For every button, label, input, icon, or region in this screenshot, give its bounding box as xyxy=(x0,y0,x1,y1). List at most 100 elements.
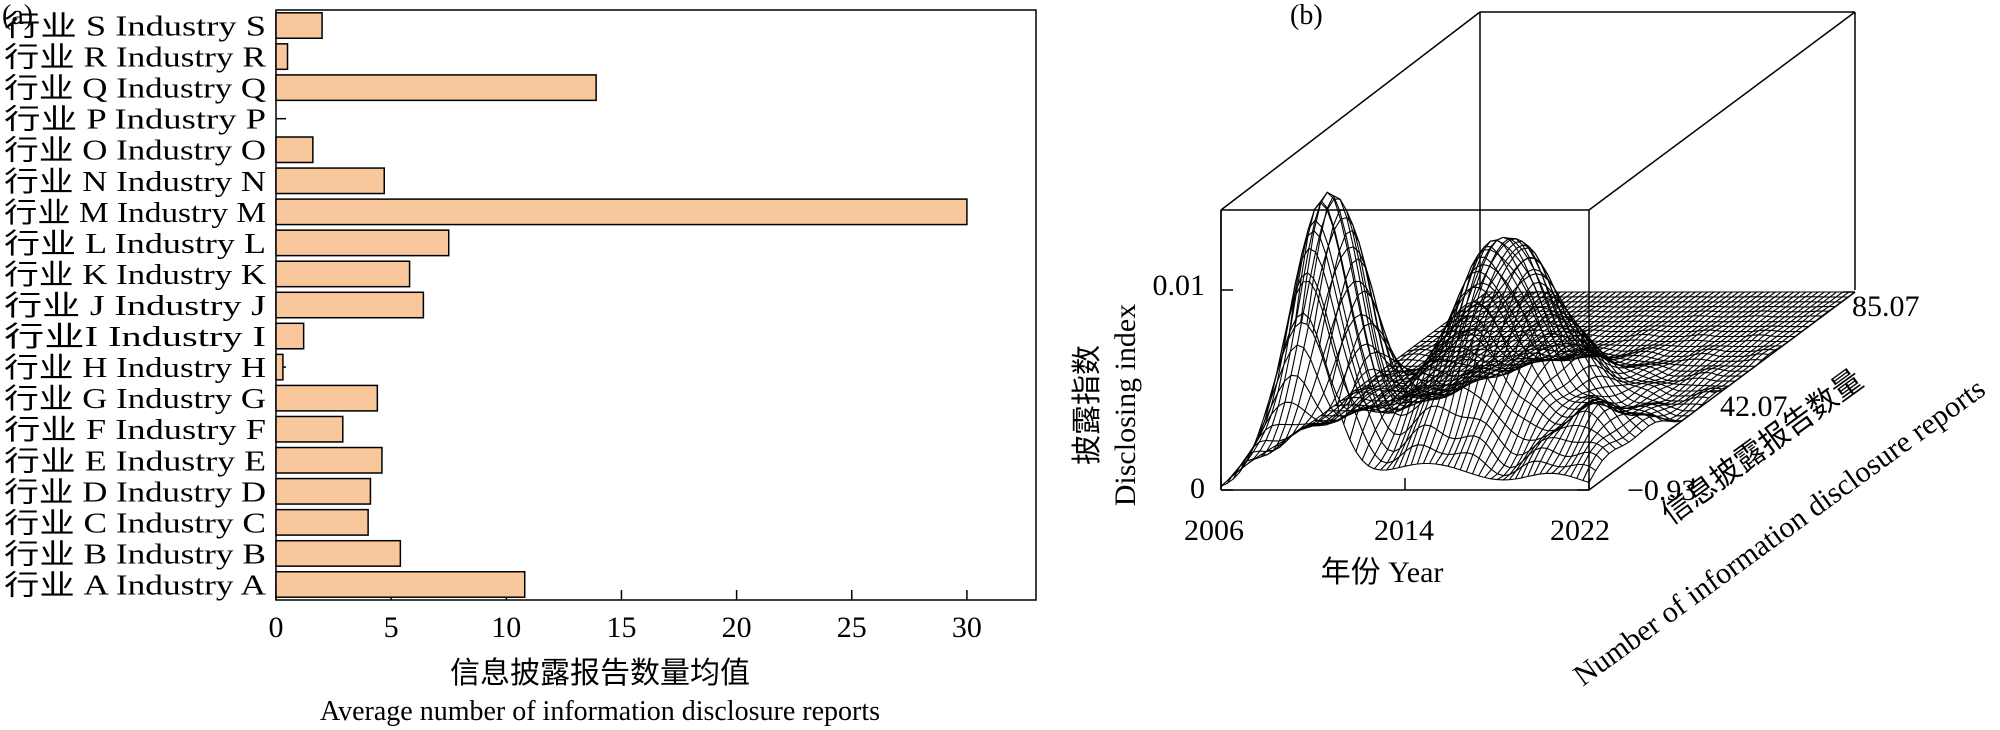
surface-line xyxy=(1564,291,1831,476)
surface-line xyxy=(1294,199,1561,414)
surface-line xyxy=(1373,291,1641,470)
bar-category-label: 行业 P Industry P xyxy=(4,104,266,136)
surface-line xyxy=(1392,286,1660,470)
bar-category-label: 行业 S Industry S xyxy=(4,11,266,43)
surface-line xyxy=(1502,291,1770,481)
bar xyxy=(275,12,323,40)
surface-line xyxy=(1245,291,1512,464)
surface-y-tick-low: −0.93 xyxy=(1627,474,1696,507)
surface-line xyxy=(1435,240,1703,465)
surface-line xyxy=(1318,229,1586,401)
surface-line xyxy=(1306,195,1574,407)
bar xyxy=(275,353,284,381)
bar-series xyxy=(275,12,968,598)
surface-line xyxy=(1349,291,1617,440)
bar-category-label: 行业 A Industry A xyxy=(4,569,267,601)
surface-line xyxy=(1336,291,1604,407)
surface-x-tick-2014: 2014 xyxy=(1374,514,1434,547)
surface-line xyxy=(1441,247,1709,466)
bar-category-label: 行业I Industry I xyxy=(4,321,266,353)
bar-x-tick-label: 10 xyxy=(491,611,521,644)
bar-x-axis-title-cn: 信息披露报告数量均值 xyxy=(450,657,750,690)
surface-y-tick-high: 85.07 xyxy=(1852,290,1920,323)
bar-category-label: 行业 C Industry C xyxy=(4,507,266,539)
surface-line xyxy=(1545,291,1813,474)
surface-line xyxy=(1471,291,1739,475)
surface-line xyxy=(1453,268,1721,469)
bar-category-label: 行业 O Industry O xyxy=(4,135,266,167)
bar xyxy=(275,260,411,288)
surface-line xyxy=(1478,291,1745,477)
bar-category-label: 行业 L Industry L xyxy=(4,228,266,260)
bar xyxy=(275,198,968,226)
surface-line xyxy=(1588,291,1856,483)
surface-line xyxy=(1490,291,1758,480)
bar xyxy=(275,508,369,536)
surface-line xyxy=(1496,291,1764,481)
surface-line xyxy=(1380,291,1647,471)
surface-z-tick-0: 0 xyxy=(1190,472,1205,505)
surface-line xyxy=(1287,219,1555,414)
bar xyxy=(275,477,372,505)
bar-chart: 行业 S Industry S行业 R Industry R行业 Q Indus… xyxy=(4,9,1037,727)
surface-line xyxy=(1533,291,1801,476)
surface-line xyxy=(1398,270,1666,468)
surface-line xyxy=(1410,246,1678,466)
bar-category-label: 行业 M Industry M xyxy=(4,197,266,229)
bar-category-label: 行业 H Industry H xyxy=(4,352,266,384)
bar-category-label: 行业 R Industry R xyxy=(4,42,266,74)
surface-line xyxy=(1557,291,1825,475)
surface-line xyxy=(1570,291,1837,477)
surface-line xyxy=(1447,257,1715,467)
bar-x-tick-label: 30 xyxy=(952,611,982,644)
surface-line xyxy=(1459,281,1727,471)
bar-x-tick-label: 15 xyxy=(606,611,636,644)
surface-line xyxy=(1330,290,1598,396)
bar xyxy=(275,167,385,195)
surface-line xyxy=(1582,291,1850,481)
bar-category-label: 行业 B Industry B xyxy=(4,538,266,570)
panel-b-label: (b) xyxy=(1290,0,1323,31)
bar xyxy=(275,415,344,443)
surface-line xyxy=(1269,291,1537,413)
bar-category-label: 行业 G Industry G xyxy=(4,383,266,415)
bar-category-label: 行业 F Industry F xyxy=(4,414,266,446)
surface-mesh xyxy=(1220,191,1856,487)
surface-line xyxy=(1576,291,1844,479)
surface-line xyxy=(1251,291,1519,452)
bar xyxy=(275,74,597,102)
surface-x-tick-2006: 2006 xyxy=(1184,514,1244,547)
surface-x-tick-2022: 2022 xyxy=(1550,514,1610,547)
surface-line xyxy=(1520,291,1788,479)
bar-category-label: 行业 D Industry D xyxy=(4,476,266,508)
bar xyxy=(275,570,526,598)
surface-chart: 2006 2014 2022 年份 Year 0 0.01 披露指数 Discl… xyxy=(1071,11,1991,693)
surface-x-axis-title: 年份 Year xyxy=(1321,556,1444,589)
surface-line xyxy=(1263,291,1531,418)
surface-line xyxy=(1508,291,1776,481)
surface-z-axis-title-en: Disclosing index xyxy=(1109,304,1142,507)
bar-category-label: 行业 K Industry K xyxy=(4,259,266,291)
surface-line xyxy=(1324,257,1592,399)
surface-line xyxy=(1343,291,1611,425)
surface-line xyxy=(1367,291,1635,467)
bar xyxy=(275,291,425,319)
panel-a-label: (a) xyxy=(2,0,33,31)
surface-line xyxy=(1404,256,1672,467)
surface-line xyxy=(1422,236,1690,464)
surface-z-tick-001: 0.01 xyxy=(1153,269,1206,302)
surface-line xyxy=(1416,239,1684,465)
bar-x-tick-labels: 0 5 10 15 20 25 30 xyxy=(269,611,982,644)
bar-x-tick-label: 25 xyxy=(837,611,867,644)
bar-category-label: 行业 Q Industry Q xyxy=(4,73,266,105)
bar-x-tick-label: 0 xyxy=(269,611,284,644)
bar xyxy=(275,446,383,474)
surface-ticks xyxy=(1220,289,1855,491)
surface-line xyxy=(1514,291,1782,480)
bar xyxy=(275,384,379,412)
surface-line xyxy=(1275,280,1543,412)
bar-category-label: 行业 E Industry E xyxy=(4,445,266,477)
bar xyxy=(275,322,305,350)
surface-z-axis-title-cn: 披露指数 xyxy=(1071,345,1104,465)
